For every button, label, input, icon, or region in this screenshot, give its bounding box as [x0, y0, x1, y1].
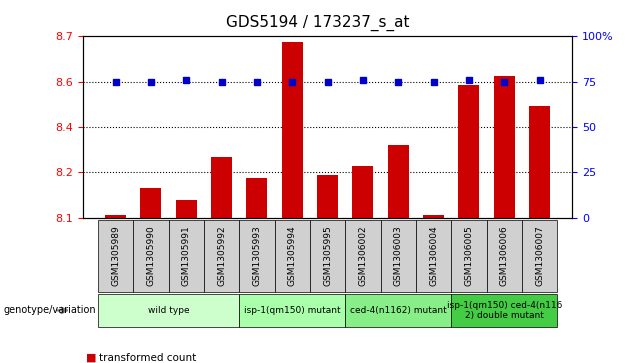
FancyBboxPatch shape — [416, 220, 451, 292]
FancyBboxPatch shape — [451, 294, 557, 327]
Text: GSM1305993: GSM1305993 — [252, 225, 261, 286]
FancyBboxPatch shape — [98, 294, 239, 327]
Bar — [105, 215, 126, 218]
Bar — [246, 179, 268, 218]
Text: GDS5194 / 173237_s_at: GDS5194 / 173237_s_at — [226, 15, 410, 31]
Text: ■: ■ — [86, 352, 97, 363]
FancyBboxPatch shape — [275, 220, 310, 292]
Text: GSM1305991: GSM1305991 — [182, 225, 191, 286]
FancyBboxPatch shape — [310, 220, 345, 292]
Text: transformed count: transformed count — [99, 352, 196, 363]
Text: ced-4(n1162) mutant: ced-4(n1162) mutant — [350, 306, 446, 315]
FancyBboxPatch shape — [133, 220, 169, 292]
FancyBboxPatch shape — [451, 220, 487, 292]
FancyBboxPatch shape — [487, 220, 522, 292]
FancyBboxPatch shape — [239, 220, 275, 292]
Bar — [211, 157, 232, 218]
Text: GSM1306004: GSM1306004 — [429, 225, 438, 286]
Text: GSM1306002: GSM1306002 — [358, 225, 368, 286]
FancyBboxPatch shape — [380, 220, 416, 292]
FancyBboxPatch shape — [522, 220, 557, 292]
Text: GSM1305994: GSM1305994 — [287, 225, 297, 286]
Text: GSM1306007: GSM1306007 — [535, 225, 544, 286]
Bar — [282, 42, 303, 218]
Text: GSM1305989: GSM1305989 — [111, 225, 120, 286]
Bar — [317, 175, 338, 218]
Text: GSM1305992: GSM1305992 — [217, 225, 226, 286]
Bar — [494, 76, 515, 218]
Text: wild type: wild type — [148, 306, 190, 315]
Bar — [529, 106, 550, 218]
FancyBboxPatch shape — [345, 220, 380, 292]
Text: genotype/variation: genotype/variation — [3, 305, 96, 315]
Text: GSM1306003: GSM1306003 — [394, 225, 403, 286]
FancyBboxPatch shape — [98, 220, 133, 292]
FancyBboxPatch shape — [239, 294, 345, 327]
Text: GSM1305995: GSM1305995 — [323, 225, 332, 286]
FancyBboxPatch shape — [345, 294, 451, 327]
Bar — [176, 200, 197, 218]
Text: GSM1306005: GSM1306005 — [464, 225, 473, 286]
Bar — [387, 145, 409, 218]
Text: GSM1306006: GSM1306006 — [500, 225, 509, 286]
Bar — [141, 188, 162, 218]
Text: isp-1(qm150) mutant: isp-1(qm150) mutant — [244, 306, 340, 315]
FancyBboxPatch shape — [169, 220, 204, 292]
FancyBboxPatch shape — [204, 220, 239, 292]
Bar — [459, 85, 480, 218]
Text: isp-1(qm150) ced-4(n116
2) double mutant: isp-1(qm150) ced-4(n116 2) double mutant — [446, 301, 562, 320]
Bar — [352, 166, 373, 218]
Text: GSM1305990: GSM1305990 — [146, 225, 155, 286]
Bar — [423, 215, 444, 218]
